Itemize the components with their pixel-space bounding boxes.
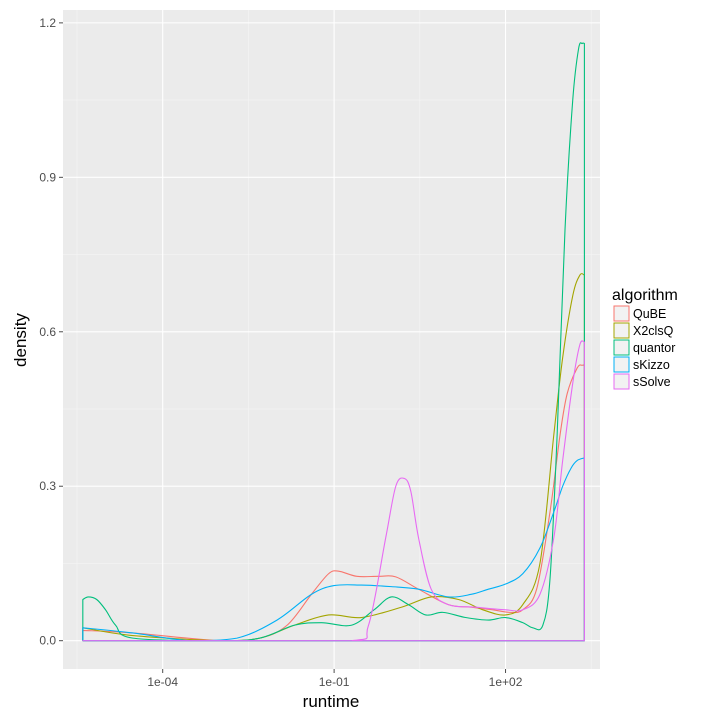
- y-axis-title: density: [11, 313, 30, 367]
- y-axis-ticks: 0.0 0.3 0.6 0.9 1.2: [39, 16, 63, 648]
- minor-gridlines: [63, 10, 600, 669]
- density-curve-skizzo: [82, 457, 585, 642]
- x-tick-label: 1e-01: [319, 675, 350, 689]
- y-tick-label: 0.6: [39, 325, 56, 339]
- density-curve-quantor: [82, 42, 585, 642]
- legend-key-skizzo: [613, 356, 630, 373]
- x-tick-label: 1e+02: [489, 675, 523, 689]
- series-layer: [82, 42, 585, 642]
- legend-key-ssolve: [613, 373, 630, 390]
- y-tick-label: 0.9: [39, 170, 56, 184]
- y-tick-label: 1.2: [39, 16, 56, 30]
- x-axis-title: runtime: [303, 692, 360, 711]
- legend-label-skizzo: sKizzo: [633, 358, 670, 372]
- legend: algorithm QuBE X2clsQ quantor sKizzo sSolve: [612, 287, 678, 390]
- legend-label-x2clsq: X2clsQ: [633, 324, 674, 338]
- legend-label-quantor: quantor: [633, 341, 675, 355]
- plot-panel: [63, 10, 600, 669]
- legend-label-qube: QuBE: [633, 307, 666, 321]
- y-tick-label: 0.3: [39, 479, 56, 493]
- legend-title: algorithm: [612, 287, 678, 304]
- legend-key-quantor: [613, 339, 630, 356]
- legend-key-x2clsq: [613, 322, 630, 339]
- x-axis-ticks: 1e-04 1e-01 1e+02: [147, 669, 523, 689]
- y-tick-label: 0.0: [39, 634, 56, 648]
- legend-label-ssolve: sSolve: [633, 375, 671, 389]
- legend-key-qube: [613, 305, 630, 322]
- density-curve-ssolve: [82, 340, 585, 642]
- x-tick-label: 1e-04: [147, 675, 178, 689]
- legend-items: QuBE X2clsQ quantor sKizzo sSolve: [613, 305, 675, 390]
